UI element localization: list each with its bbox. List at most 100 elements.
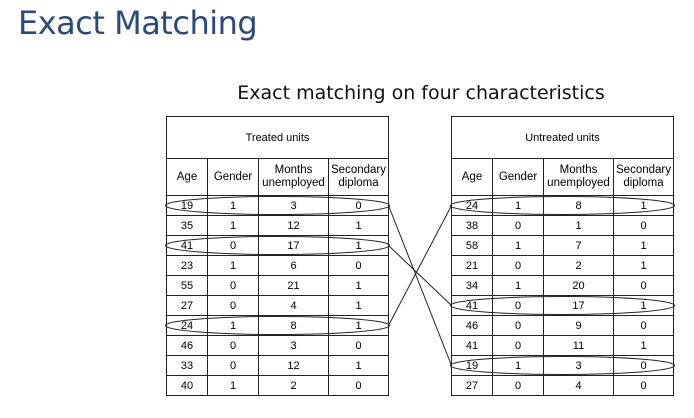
gender-cell: 1 bbox=[492, 275, 544, 296]
untreated-table-row: 41 0 17 1 bbox=[451, 295, 674, 316]
months-unemployed-cell: 1 bbox=[543, 215, 614, 236]
treated-rows: 19 1 3 0 35 1 12 1 41 0 17 1 23 1 6 0 55 0 21 1 27 0 4 1 24 1 8 1 46… bbox=[166, 195, 389, 396]
age-header: Age bbox=[451, 158, 493, 196]
gender-cell: 0 bbox=[492, 295, 544, 316]
treated-table-row: 33 0 12 1 bbox=[166, 355, 389, 376]
age-cell: 41 bbox=[166, 235, 208, 256]
secondary-diploma-cell: 1 bbox=[328, 315, 389, 336]
secondary-diploma-cell: 1 bbox=[328, 355, 389, 376]
untreated-rows: 24 1 8 1 38 0 1 0 58 1 7 1 21 0 2 1 34 1 20 0 41 0 17 1 46 0 9 0 41 0… bbox=[451, 195, 674, 396]
age-cell: 21 bbox=[451, 255, 493, 276]
secondary-diploma-cell: 0 bbox=[328, 195, 389, 216]
diploma-header-line2: diploma bbox=[623, 177, 664, 189]
age-cell: 46 bbox=[451, 315, 493, 336]
months-unemployed-cell: 9 bbox=[543, 315, 614, 336]
untreated-table-row: 34 1 20 0 bbox=[451, 275, 674, 296]
match-connector-line bbox=[388, 245, 452, 306]
months-unemployed-cell: 12 bbox=[258, 355, 329, 376]
gender-cell: 0 bbox=[207, 355, 259, 376]
gender-cell: 0 bbox=[492, 215, 544, 236]
table-subtitle: Exact matching on four characteristics bbox=[237, 82, 605, 104]
age-cell: 41 bbox=[451, 295, 493, 316]
match-connector-line bbox=[388, 205, 452, 326]
age-cell: 33 bbox=[166, 355, 208, 376]
secondary-diploma-cell: 0 bbox=[613, 315, 674, 336]
gender-cell: 1 bbox=[207, 215, 259, 236]
gender-cell: 0 bbox=[492, 255, 544, 276]
treated-table-row: 24 1 8 1 bbox=[166, 315, 389, 336]
gender-cell: 1 bbox=[492, 195, 544, 216]
untreated-table-row: 38 0 1 0 bbox=[451, 215, 674, 236]
gender-cell: 0 bbox=[207, 275, 259, 296]
months-unemployed-cell: 2 bbox=[543, 255, 614, 276]
secondary-diploma-cell: 1 bbox=[613, 295, 674, 316]
treated-units-table: Treated units Age Gender Months unemploye… bbox=[166, 116, 389, 396]
secondary-diploma-cell: 0 bbox=[613, 375, 674, 396]
secondary-diploma-cell: 1 bbox=[613, 235, 674, 256]
treated-table-row: 35 1 12 1 bbox=[166, 215, 389, 236]
age-cell: 24 bbox=[451, 195, 493, 216]
age-cell: 40 bbox=[166, 375, 208, 396]
gender-cell: 0 bbox=[207, 235, 259, 256]
gender-cell: 1 bbox=[207, 255, 259, 276]
gender-cell: 0 bbox=[207, 295, 259, 316]
treated-units-caption: Treated units bbox=[166, 116, 389, 159]
untreated-table-row: 21 0 2 1 bbox=[451, 255, 674, 276]
age-cell: 19 bbox=[166, 195, 208, 216]
secondary-diploma-cell: 0 bbox=[328, 375, 389, 396]
gender-cell: 1 bbox=[492, 235, 544, 256]
secondary-diploma-cell: 1 bbox=[613, 195, 674, 216]
age-header: Age bbox=[166, 158, 208, 196]
gender-cell: 0 bbox=[492, 375, 544, 396]
gender-cell: 0 bbox=[207, 335, 259, 356]
months-unemployed-cell: 21 bbox=[258, 275, 329, 296]
secondary-diploma-cell: 1 bbox=[328, 295, 389, 316]
gender-header: Gender bbox=[492, 158, 544, 196]
age-cell: 55 bbox=[166, 275, 208, 296]
gender-cell: 1 bbox=[207, 315, 259, 336]
secondary-diploma-cell: 1 bbox=[328, 215, 389, 236]
secondary-diploma-header: Secondary diploma bbox=[328, 158, 389, 196]
age-cell: 27 bbox=[166, 295, 208, 316]
age-cell: 58 bbox=[451, 235, 493, 256]
months-unemployed-cell: 20 bbox=[543, 275, 614, 296]
diploma-header-line1: Secondary bbox=[331, 164, 386, 176]
gender-cell: 1 bbox=[207, 195, 259, 216]
months-unemployed-cell: 8 bbox=[543, 195, 614, 216]
age-cell: 27 bbox=[451, 375, 493, 396]
months-unemployed-cell: 8 bbox=[258, 315, 329, 336]
months-unemployed-cell: 11 bbox=[543, 335, 614, 356]
months-unemployed-cell: 6 bbox=[258, 255, 329, 276]
secondary-diploma-header: Secondary diploma bbox=[613, 158, 674, 196]
months-unemployed-cell: 3 bbox=[258, 195, 329, 216]
months-unemployed-cell: 17 bbox=[258, 235, 329, 256]
untreated-table-row: 58 1 7 1 bbox=[451, 235, 674, 256]
age-cell: 38 bbox=[451, 215, 493, 236]
months-header-line2: unemployed bbox=[547, 177, 610, 189]
secondary-diploma-cell: 1 bbox=[613, 335, 674, 356]
secondary-diploma-cell: 1 bbox=[613, 255, 674, 276]
treated-table-row: 40 1 2 0 bbox=[166, 375, 389, 396]
untreated-table-row: 27 0 4 0 bbox=[451, 375, 674, 396]
months-unemployed-cell: 3 bbox=[258, 335, 329, 356]
months-unemployed-cell: 2 bbox=[258, 375, 329, 396]
age-cell: 19 bbox=[451, 355, 493, 376]
months-unemployed-cell: 7 bbox=[543, 235, 614, 256]
months-unemployed-cell: 4 bbox=[258, 295, 329, 316]
months-unemployed-header: Months unemployed bbox=[258, 158, 329, 196]
untreated-table-row: 46 0 9 0 bbox=[451, 315, 674, 336]
gender-cell: 1 bbox=[492, 355, 544, 376]
treated-table-row: 55 0 21 1 bbox=[166, 275, 389, 296]
months-unemployed-cell: 3 bbox=[543, 355, 614, 376]
untreated-table-row: 41 0 11 1 bbox=[451, 335, 674, 356]
months-header-line2: unemployed bbox=[262, 177, 325, 189]
untreated-units-caption: Untreated units bbox=[451, 116, 674, 159]
secondary-diploma-cell: 0 bbox=[328, 335, 389, 356]
months-unemployed-cell: 12 bbox=[258, 215, 329, 236]
months-unemployed-header: Months unemployed bbox=[543, 158, 614, 196]
slide-title: Exact Matching bbox=[18, 4, 258, 42]
gender-cell: 0 bbox=[492, 315, 544, 336]
treated-table-row: 19 1 3 0 bbox=[166, 195, 389, 216]
secondary-diploma-cell: 0 bbox=[613, 215, 674, 236]
diploma-header-line1: Secondary bbox=[616, 164, 671, 176]
